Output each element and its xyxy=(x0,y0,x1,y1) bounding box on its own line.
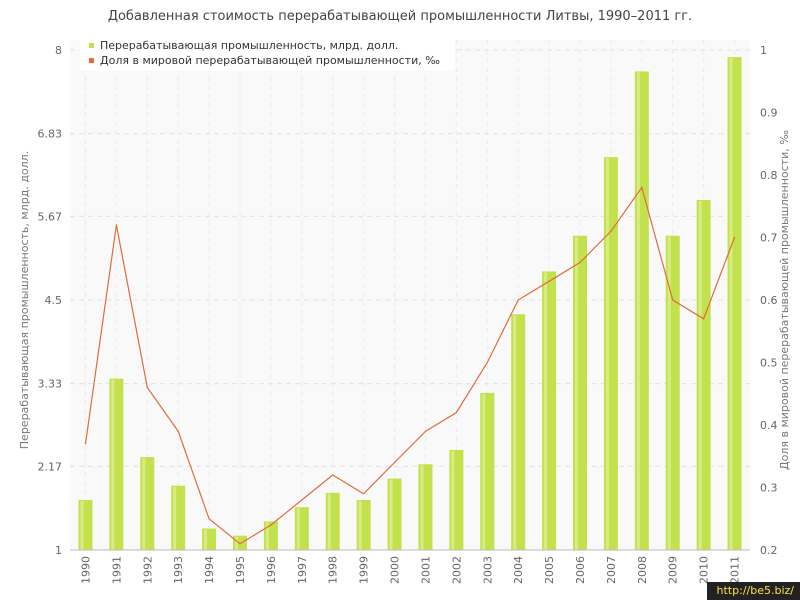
bar-highlight xyxy=(80,501,84,550)
bar-highlight xyxy=(698,201,702,550)
line-point xyxy=(270,524,272,526)
x-tick-label: 2004 xyxy=(512,556,525,584)
x-tick-label: 1995 xyxy=(234,556,247,584)
bar-highlight xyxy=(389,479,393,550)
line-point xyxy=(548,280,550,282)
line-point xyxy=(517,299,519,301)
y-right-tick-label: 0.6 xyxy=(760,294,778,307)
line-point xyxy=(115,224,117,226)
line-point xyxy=(641,186,643,189)
y-right-tick-label: 1 xyxy=(760,44,767,57)
y-left-tick-label: 3.33 xyxy=(38,378,63,391)
x-tick-label: 2011 xyxy=(729,556,742,584)
bar-highlight xyxy=(729,58,733,551)
bar-highlight xyxy=(420,465,424,550)
y-right-tick-label: 0.7 xyxy=(760,232,778,245)
line-point xyxy=(610,230,612,232)
legend-marker xyxy=(89,58,94,63)
x-tick-label: 2002 xyxy=(450,556,463,584)
y-left-tick-label: 2.17 xyxy=(38,460,63,473)
bar-highlight xyxy=(358,501,362,550)
legend: Перерабатывающая промышленность, млрд. д… xyxy=(80,37,455,71)
y-left-tick-label: 5.67 xyxy=(38,210,63,223)
line-point xyxy=(363,493,365,495)
x-tick-label: 2005 xyxy=(543,556,556,584)
y-right-tick-label: 0.3 xyxy=(760,482,778,495)
y-left-axis-title: Перерабатывающая промышленность, млрд. д… xyxy=(18,151,31,449)
y-right-axis-title: Доля в мировой перерабатывающей промышле… xyxy=(778,130,791,470)
x-tick-label: 2003 xyxy=(481,556,494,584)
bar-highlight xyxy=(605,158,609,550)
line-point xyxy=(301,499,303,501)
bar-highlight xyxy=(327,493,331,550)
x-tick-label: 1994 xyxy=(203,556,216,584)
x-tick-label: 2006 xyxy=(574,556,587,584)
legend-box xyxy=(80,37,455,71)
bar-highlight xyxy=(544,272,548,550)
y-right-tick-label: 0.2 xyxy=(760,544,778,557)
line-point xyxy=(177,430,179,432)
bar-highlight xyxy=(235,536,238,550)
line-point xyxy=(672,299,674,301)
y-right-tick-label: 0.5 xyxy=(760,357,778,370)
x-tick-label: 1998 xyxy=(327,556,340,584)
line-point xyxy=(393,461,396,464)
line-path xyxy=(84,186,736,545)
x-tick-label: 2007 xyxy=(605,556,618,584)
x-tick-label: 1991 xyxy=(110,556,123,584)
legend-marker xyxy=(89,43,94,48)
bar-highlight xyxy=(636,72,640,550)
bar-highlight xyxy=(111,379,115,550)
x-tick-label: 1996 xyxy=(265,556,278,584)
bar-highlight xyxy=(204,529,208,550)
line-point xyxy=(146,386,148,389)
bar-highlight xyxy=(482,393,486,550)
line-point xyxy=(733,236,736,239)
bar-highlight xyxy=(513,315,517,550)
y-left-tick-label: 1 xyxy=(55,544,62,557)
line-point xyxy=(424,430,427,432)
x-tick-label: 1990 xyxy=(79,556,92,584)
line-point xyxy=(703,318,705,320)
y-right-tick-label: 0.9 xyxy=(760,107,778,120)
x-tick-label: 2008 xyxy=(636,556,649,584)
y-left-tick-label: 4.5 xyxy=(45,294,63,307)
line-series xyxy=(84,186,736,545)
line-point xyxy=(332,474,334,476)
y-right-tick-label: 0.8 xyxy=(760,169,778,182)
legend-label: Перерабатывающая промышленность, млрд. д… xyxy=(100,39,398,52)
watermark: http://be5.biz/ xyxy=(706,582,800,600)
line-point xyxy=(579,261,581,264)
legend-label: Доля в мировой перерабатывающей промышле… xyxy=(100,54,440,67)
line-point xyxy=(486,361,488,364)
bar-highlight xyxy=(451,451,455,550)
y-left-tick-label: 8 xyxy=(55,44,62,57)
axes: 1 2.17 3.33 4.5 5.67 6.83 8 0.2 0.3 0.4 0.5 0.6 0.7 0… xyxy=(18,44,791,584)
x-tick-label: 1993 xyxy=(172,556,185,584)
bar-highlight xyxy=(265,522,269,550)
bar-highlight xyxy=(173,486,177,550)
line-point xyxy=(455,411,457,414)
x-tick-label: 2010 xyxy=(698,556,711,584)
line-point xyxy=(208,518,210,520)
x-tick-label: 1997 xyxy=(296,556,309,584)
x-tick-label: 2009 xyxy=(667,556,680,584)
bar-highlight xyxy=(142,458,146,550)
bars xyxy=(78,57,742,551)
x-tick-label: 1999 xyxy=(358,556,371,584)
y-left-tick-label: 6.83 xyxy=(38,128,63,141)
line-point xyxy=(239,543,241,545)
line-point xyxy=(84,443,87,445)
y-right-tick-label: 0.4 xyxy=(760,419,778,432)
x-tick-label: 2000 xyxy=(389,556,402,584)
bar-highlight xyxy=(296,508,300,550)
bar-highlight xyxy=(667,236,671,550)
x-tick-label: 2001 xyxy=(419,556,432,584)
bar-highlight xyxy=(575,236,578,550)
x-tick-label: 1992 xyxy=(141,556,154,584)
chart-title: Добавленная стоимость перерабатывающей п… xyxy=(107,9,693,24)
